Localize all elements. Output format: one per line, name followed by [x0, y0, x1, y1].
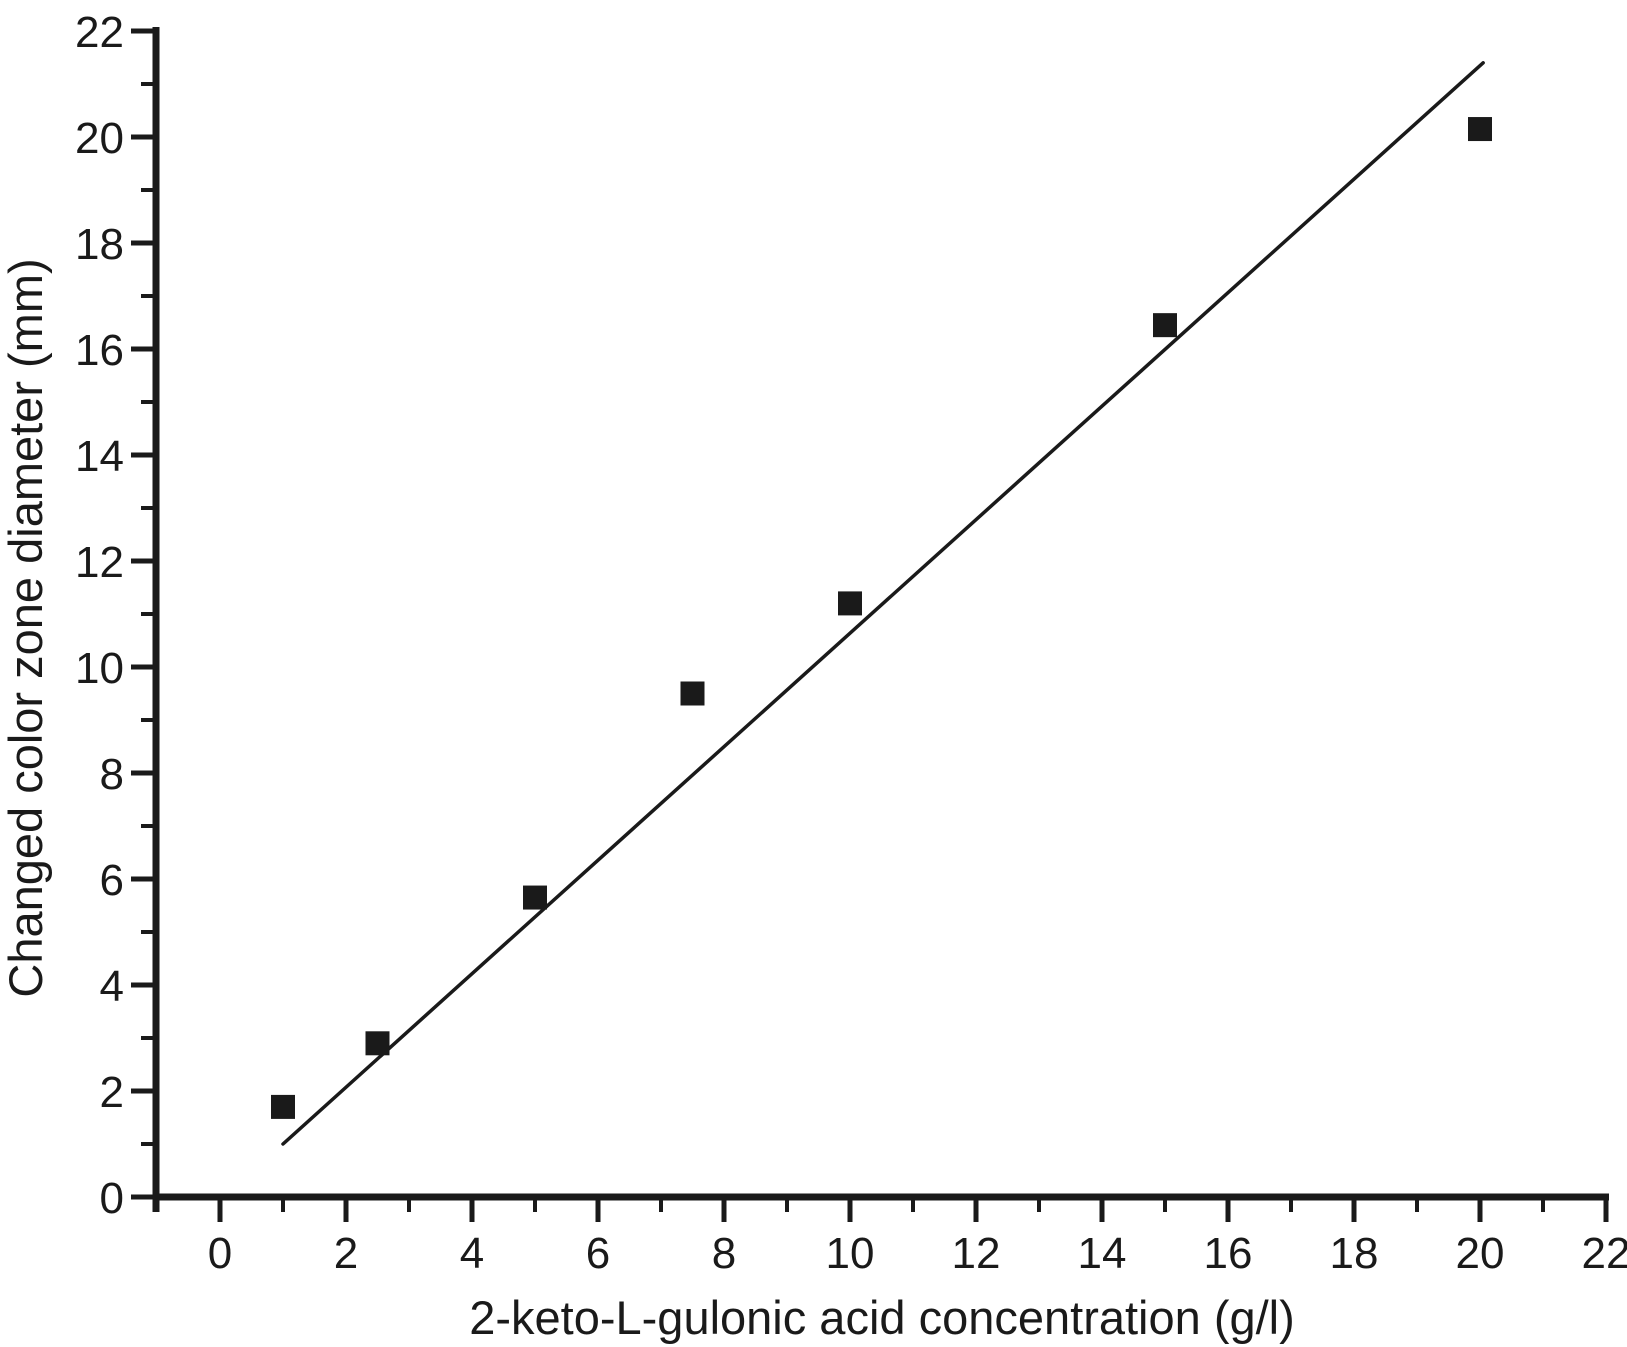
- y-tick-label: 6: [100, 856, 124, 905]
- y-tick-labels: 0 2 4 6 8 10 12 14 16 18 20 22: [75, 8, 124, 1223]
- y-tick-label: 14: [75, 432, 124, 481]
- x-tick-label: 10: [826, 1229, 875, 1278]
- fit-line-group: [281, 61, 1485, 1146]
- y-tick-label: 2: [100, 1068, 124, 1117]
- x-axis-ticks: [217, 1199, 1609, 1222]
- x-tick-label: 0: [208, 1229, 232, 1278]
- data-point: [838, 591, 862, 616]
- y-tick-label: 16: [75, 326, 124, 375]
- y-tick-label: 22: [75, 8, 124, 57]
- y-tick-label: 8: [100, 750, 124, 799]
- y-tick-label: 12: [75, 538, 124, 587]
- x-tick-label: 20: [1456, 1229, 1505, 1278]
- data-point: [680, 681, 705, 706]
- y-tick-label: 4: [100, 962, 124, 1011]
- x-tick-label: 6: [586, 1229, 610, 1278]
- axes: [152, 27, 1609, 1212]
- data-point: [1153, 313, 1177, 338]
- y-tick-label: 20: [75, 114, 124, 163]
- y-tick-label: 0: [100, 1174, 124, 1223]
- y-tick-label: 18: [75, 220, 124, 269]
- x-tick-label: 12: [952, 1229, 1001, 1278]
- x-tick-label: 8: [712, 1229, 736, 1278]
- x-tick-label: 16: [1204, 1229, 1253, 1278]
- data-point: [365, 1031, 390, 1056]
- x-tick-label: 22: [1582, 1229, 1627, 1278]
- y-axis-title: Changed color zone diameter (mm): [0, 258, 52, 997]
- x-axis-title: 2-keto-L-gulonic acid concentration (g/l…: [469, 1291, 1295, 1344]
- data-point: [271, 1094, 295, 1119]
- y-tick-label: 10: [75, 644, 124, 693]
- x-tick-labels: 0 2 4 6 8 10 12 14 16 18 20 22: [208, 1229, 1627, 1278]
- data-points: [271, 117, 1492, 1119]
- x-tick-label: 18: [1330, 1229, 1379, 1278]
- y-axis-ticks: [131, 28, 154, 1200]
- x-tick-label: 2: [334, 1229, 358, 1278]
- x-tick-label: 14: [1078, 1229, 1127, 1278]
- fit-line: [281, 61, 1485, 1146]
- data-point: [1468, 117, 1492, 142]
- data-point: [523, 885, 547, 910]
- x-tick-label: 4: [460, 1229, 484, 1278]
